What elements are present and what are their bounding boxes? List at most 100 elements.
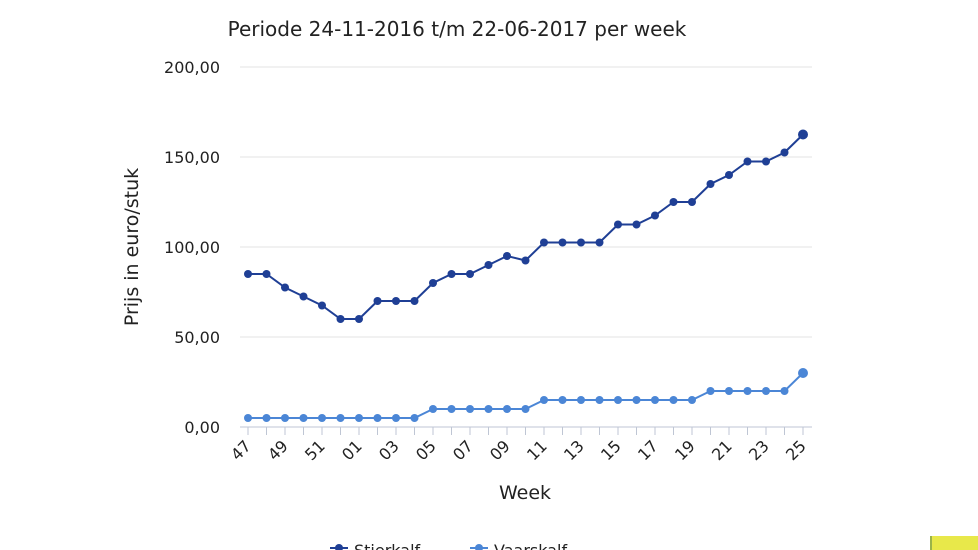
data-point[interactable] — [725, 387, 733, 395]
data-point[interactable] — [558, 238, 567, 247]
series-stierkalf — [244, 129, 808, 323]
data-point[interactable] — [299, 414, 308, 422]
data-point[interactable] — [669, 396, 678, 404]
data-point[interactable] — [521, 256, 530, 265]
data-point[interactable] — [262, 270, 271, 278]
x-axis-label: Week — [499, 482, 551, 504]
data-point[interactable] — [798, 129, 808, 140]
data-point[interactable] — [577, 396, 585, 404]
data-point[interactable] — [410, 414, 419, 422]
data-point[interactable] — [336, 315, 345, 323]
corner-badge — [930, 536, 978, 550]
x-tick-label: 25 — [782, 436, 810, 464]
legend-item[interactable]: Stierkalf — [354, 541, 421, 550]
data-point[interactable] — [725, 171, 733, 179]
data-point[interactable] — [244, 414, 252, 422]
data-point[interactable] — [540, 396, 548, 404]
data-point[interactable] — [447, 405, 456, 413]
x-tick-label: 49 — [264, 436, 292, 464]
data-point[interactable] — [484, 261, 493, 269]
data-point[interactable] — [503, 252, 511, 260]
x-tick-label: 21 — [708, 436, 736, 464]
data-point[interactable] — [669, 198, 678, 206]
chart-title: Periode 24-11-2016 t/m 22-06-2017 per we… — [228, 17, 687, 41]
data-point[interactable] — [632, 396, 641, 404]
data-point[interactable] — [484, 405, 493, 413]
data-point[interactable] — [540, 238, 548, 247]
data-point[interactable] — [780, 148, 789, 157]
data-point[interactable] — [798, 368, 808, 378]
data-point[interactable] — [743, 157, 752, 166]
data-point[interactable] — [762, 387, 770, 395]
x-tick-label: 07 — [449, 436, 477, 464]
data-point[interactable] — [503, 405, 511, 413]
legend-swatch-dot — [335, 544, 343, 550]
x-axis: 47 49 51 01 03 05 07 09 11 13 15 17 19 21 23 25 — [227, 427, 810, 464]
series-vaarskalf — [244, 368, 808, 422]
x-tick-label: 03 — [375, 436, 403, 464]
x-tick-label: 01 — [338, 436, 366, 464]
series-group — [244, 129, 808, 422]
data-point[interactable] — [595, 238, 604, 247]
data-point[interactable] — [447, 270, 456, 278]
data-point[interactable] — [614, 220, 622, 229]
legend: Stierkalf Vaarskalf — [330, 541, 567, 550]
x-tick-label: 19 — [671, 436, 699, 464]
data-point[interactable] — [688, 198, 696, 206]
data-point[interactable] — [466, 270, 474, 278]
data-point[interactable] — [577, 238, 585, 247]
y-tick-label: 200,00 — [164, 58, 220, 77]
data-point[interactable] — [410, 297, 419, 305]
data-point[interactable] — [392, 414, 400, 422]
data-point[interactable] — [392, 297, 400, 305]
data-point[interactable] — [281, 283, 289, 292]
data-point[interactable] — [614, 396, 622, 404]
y-tick-label: 0,00 — [184, 418, 220, 437]
data-point[interactable] — [355, 414, 363, 422]
x-tick-label: 51 — [301, 436, 329, 464]
data-point[interactable] — [262, 414, 271, 422]
data-point[interactable] — [780, 387, 789, 395]
data-point[interactable] — [595, 396, 604, 404]
y-tick-label: 100,00 — [164, 238, 220, 257]
y-tick-label: 150,00 — [164, 148, 220, 167]
data-point[interactable] — [355, 315, 363, 323]
y-axis-label: Prijs in euro/stuk — [121, 168, 143, 326]
x-tick-label: 09 — [486, 436, 514, 464]
data-point[interactable] — [336, 414, 345, 422]
legend-swatch-dot — [475, 544, 483, 550]
legend-item[interactable]: Vaarskalf — [494, 541, 567, 550]
x-tick-label: 23 — [745, 436, 773, 464]
data-point[interactable] — [429, 405, 437, 413]
x-tick-label: 05 — [412, 436, 440, 464]
data-point[interactable] — [651, 396, 659, 404]
y-axis-ticks: 0,00 50,00 100,00 150,00 200,00 — [164, 58, 220, 437]
grid-lines — [240, 66, 812, 428]
data-point[interactable] — [762, 157, 770, 166]
data-point[interactable] — [373, 414, 382, 422]
data-point[interactable] — [688, 396, 696, 404]
data-point[interactable] — [743, 387, 752, 395]
series-line — [248, 133, 804, 320]
x-tick-label: 11 — [523, 436, 551, 464]
data-point[interactable] — [318, 301, 326, 310]
data-point[interactable] — [299, 292, 308, 301]
data-point[interactable] — [429, 279, 437, 287]
x-tick-label: 17 — [634, 436, 662, 464]
x-tick-label: 47 — [227, 436, 255, 464]
y-tick-label: 50,00 — [174, 328, 220, 347]
data-point[interactable] — [706, 387, 715, 395]
data-point[interactable] — [373, 297, 382, 305]
data-point[interactable] — [318, 414, 326, 422]
x-tick-label: 13 — [560, 436, 588, 464]
data-point[interactable] — [466, 405, 474, 413]
data-point[interactable] — [521, 405, 530, 413]
data-point[interactable] — [706, 180, 715, 188]
data-point[interactable] — [244, 270, 252, 278]
data-point[interactable] — [558, 396, 567, 404]
data-point[interactable] — [632, 220, 641, 229]
data-point[interactable] — [281, 414, 289, 422]
x-tick-label: 15 — [597, 436, 625, 464]
data-point[interactable] — [651, 211, 659, 220]
